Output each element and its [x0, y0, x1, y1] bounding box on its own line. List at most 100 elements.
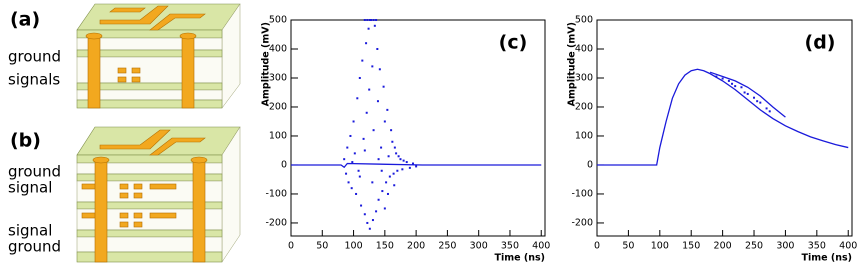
y-tick-label: 300	[575, 72, 593, 83]
data-point	[352, 120, 355, 123]
data-point	[343, 158, 346, 161]
data-point	[346, 146, 349, 149]
data-point	[731, 82, 734, 85]
data-point	[380, 146, 383, 149]
layer-label: signal	[8, 222, 52, 240]
data-point	[362, 137, 365, 140]
data-point	[405, 161, 408, 164]
data-point	[393, 184, 396, 187]
data-point	[365, 111, 368, 114]
layer-label: signal	[8, 179, 52, 197]
x-tick-label: 0	[594, 241, 600, 252]
data-point	[765, 107, 768, 110]
data-point	[377, 198, 380, 201]
y-tick-label: 400	[575, 43, 593, 54]
x-tick-label: 0	[288, 241, 294, 252]
data-point	[373, 24, 376, 27]
data-point	[408, 166, 411, 169]
data-point	[399, 158, 402, 161]
data-point	[366, 19, 369, 21]
y-tick-label: 100	[575, 130, 593, 141]
data-point	[345, 172, 348, 175]
y-tick-label: 500	[575, 15, 593, 26]
data-point	[371, 181, 374, 184]
data-point	[376, 47, 379, 50]
data-point	[388, 175, 391, 178]
y-tick-label: 0	[281, 159, 287, 170]
x-tick-label: 350	[501, 241, 519, 252]
data-point	[355, 192, 358, 195]
y-tick-label: 300	[269, 72, 287, 83]
panel-label: (b)	[10, 130, 41, 152]
data-point	[397, 155, 400, 158]
data-point	[378, 68, 381, 71]
data-point	[376, 100, 379, 103]
data-point	[759, 101, 762, 104]
x-axis-title: Time (ns)	[495, 253, 546, 264]
data-point	[392, 172, 395, 175]
layer-label: ground	[8, 163, 61, 181]
layer-label: signals	[8, 71, 60, 89]
data-point	[375, 19, 378, 21]
panel-label: (c)	[499, 32, 528, 54]
data-point	[385, 181, 388, 184]
y-tick-label: -200	[571, 217, 593, 228]
data-point	[375, 210, 378, 213]
pcb-diagram-a	[76, 3, 241, 109]
x-tick-label: 400	[532, 241, 550, 252]
data-line	[709, 71, 786, 118]
data-point	[368, 19, 371, 21]
panel-label: (a)	[10, 9, 40, 31]
data-point	[395, 152, 398, 155]
y-tick-label: -100	[265, 188, 287, 199]
data-point	[360, 204, 363, 207]
layer-label: ground	[8, 48, 61, 66]
data-point	[350, 187, 353, 190]
data-point	[377, 158, 380, 161]
data-point	[415, 165, 418, 168]
y-tick-label: 0	[587, 159, 593, 170]
data-point	[386, 108, 389, 111]
panel-label: (d)	[805, 32, 836, 54]
x-tick-label: 50	[622, 241, 634, 252]
data-point	[390, 129, 393, 132]
y-tick-label: -200	[265, 217, 287, 228]
data-point	[368, 88, 371, 91]
x-tick-label: 350	[808, 241, 826, 252]
data-point	[383, 207, 386, 210]
pcb-diagram-b	[76, 126, 241, 263]
plot-frame	[290, 19, 546, 237]
x-tick-label: 150	[376, 241, 394, 252]
data-point	[386, 192, 389, 195]
data-point	[740, 86, 743, 89]
data-point	[387, 155, 390, 158]
layer-label: ground	[8, 238, 61, 256]
data-point	[727, 79, 730, 82]
x-tick-label: 200	[714, 241, 732, 252]
y-tick-label: 400	[269, 43, 287, 54]
y-tick-label: 200	[269, 101, 287, 112]
x-tick-label: 250	[438, 241, 456, 252]
data-point	[383, 120, 386, 123]
data-point	[353, 152, 356, 155]
data-point	[363, 149, 366, 152]
data-point	[715, 75, 718, 78]
data-point	[402, 159, 405, 162]
data-point	[396, 169, 399, 172]
data-point	[365, 42, 368, 45]
data-point	[371, 65, 374, 68]
data-point	[734, 85, 737, 88]
y-tick-label: 100	[269, 130, 287, 141]
data-point	[380, 169, 383, 172]
data-point	[351, 161, 354, 164]
data-point	[411, 162, 414, 165]
x-tick-label: 100	[651, 241, 669, 252]
data-point	[363, 213, 366, 216]
data-point	[358, 175, 361, 178]
data-point	[768, 110, 771, 113]
y-tick-label: -100	[571, 188, 593, 199]
data-point	[393, 146, 396, 149]
data-point	[361, 59, 364, 62]
data-point	[381, 190, 384, 193]
